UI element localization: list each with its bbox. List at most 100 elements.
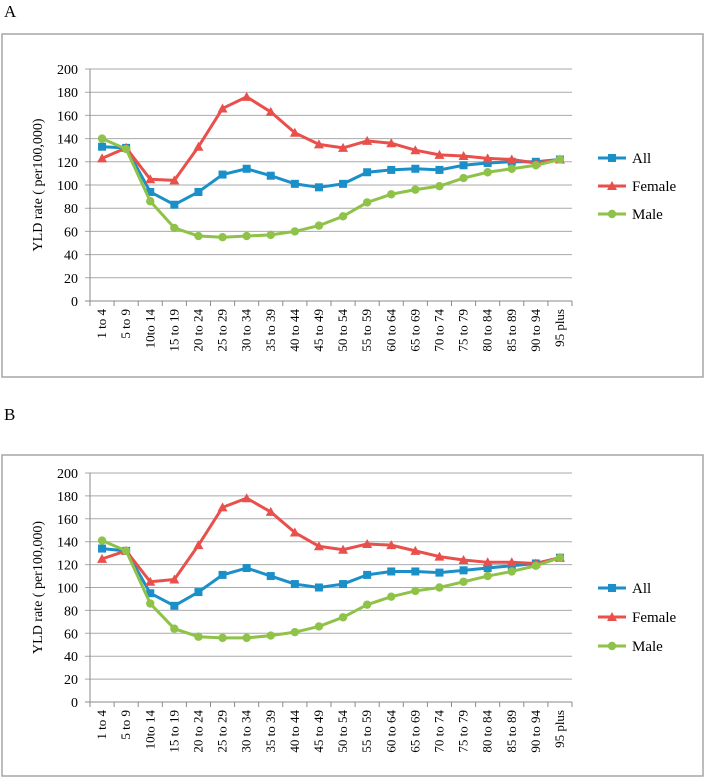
data-point-all — [387, 567, 396, 576]
x-tick-label: 85 to 89 — [504, 309, 519, 352]
x-tick-label: 5 to 9 — [118, 710, 133, 740]
x-tick-label: 10to 14 — [142, 309, 157, 349]
y-tick-label: 180 — [57, 490, 78, 505]
data-point-all — [459, 566, 468, 575]
data-point-male — [483, 571, 492, 581]
y-tick-label: 200 — [57, 63, 78, 78]
data-point-female — [482, 557, 493, 567]
legend-item-all: All — [598, 581, 651, 597]
x-tick-label: 40 to 44 — [287, 309, 302, 352]
data-point-all — [483, 564, 492, 573]
data-point-male — [435, 181, 444, 191]
x-tick-label: 20 to 24 — [190, 309, 205, 352]
data-point-all — [194, 187, 203, 196]
data-point-male — [218, 233, 227, 242]
data-point-male — [338, 613, 348, 622]
y-tick-label: 160 — [57, 109, 78, 124]
x-tick-label: 75 to 79 — [456, 309, 471, 352]
data-point-female — [145, 576, 156, 586]
data-point-male — [266, 631, 275, 640]
data-point-all — [339, 580, 348, 589]
data-point-female — [458, 151, 469, 160]
data-point-male — [338, 212, 348, 221]
data-point-male — [531, 161, 541, 170]
data-point-all — [314, 583, 323, 592]
x-tick-label: 45 to 49 — [311, 309, 326, 352]
chart-a: 0 20 40 60 80 100 120 140 160 180 200 1 to 4 5 to 9 1… — [1, 33, 704, 378]
x-tick-label: 85 to 89 — [504, 710, 519, 753]
data-point-female — [386, 138, 397, 148]
data-point-male — [290, 627, 300, 637]
data-point-all — [459, 161, 468, 170]
legend-label: All — [632, 581, 651, 597]
chart-frame — [1, 33, 704, 378]
data-point-female — [193, 141, 204, 151]
data-point-male — [266, 230, 275, 240]
x-tick-label: 35 to 39 — [263, 710, 278, 753]
series-line-female — [101, 95, 561, 182]
data-point-male — [290, 227, 300, 236]
x-tick-label: 95 plus — [552, 710, 567, 748]
data-point-female — [338, 544, 349, 554]
data-point-all — [170, 200, 179, 209]
x-tick-label: 90 to 94 — [528, 710, 543, 753]
data-point-female — [217, 502, 228, 512]
x-tick-label: 30 to 34 — [239, 710, 254, 753]
series-female — [97, 493, 565, 586]
data-point-male — [483, 168, 492, 177]
data-point-female — [289, 127, 300, 137]
data-point-male — [194, 632, 203, 641]
data-point-female — [362, 538, 373, 548]
data-point-all — [435, 568, 444, 577]
x-tick-label: 70 to 74 — [431, 710, 446, 753]
data-point-male — [242, 633, 251, 643]
y-tick-label: 40 — [64, 650, 78, 665]
data-point-all — [242, 564, 251, 573]
data-point-all — [363, 168, 372, 177]
data-point-male — [362, 198, 372, 207]
y-tick-label: 160 — [57, 513, 78, 528]
x-tick-label: 1 to 4 — [94, 710, 109, 740]
data-point-female — [506, 557, 517, 567]
y-tick-label: 80 — [64, 202, 78, 217]
x-tick-label: 20 to 24 — [190, 710, 205, 753]
legend-item-all: All — [598, 151, 651, 167]
data-point-female — [386, 540, 397, 550]
data-point-all — [387, 165, 396, 174]
x-tick-label: 95 plus — [552, 309, 567, 347]
series-male — [97, 134, 565, 242]
data-point-male — [555, 553, 565, 562]
y-tick-label: 200 — [57, 467, 78, 482]
x-tick-label: 25 to 29 — [215, 710, 230, 753]
data-point-all — [339, 179, 348, 188]
data-point-male — [97, 536, 107, 545]
y-tick-label: 60 — [64, 225, 78, 240]
data-point-male — [435, 583, 444, 592]
data-point-all — [98, 142, 107, 151]
y-tick-label: 20 — [64, 673, 78, 688]
legend-item-male: Male — [598, 207, 663, 223]
data-point-all — [435, 165, 444, 174]
data-point-all — [170, 601, 179, 610]
y-tick-label: 100 — [57, 582, 78, 597]
data-point-female — [241, 493, 252, 503]
data-point-male — [194, 231, 203, 241]
legend-marker — [608, 584, 616, 592]
y-tick-label: 0 — [71, 295, 78, 310]
legend-label: Female — [632, 610, 676, 626]
data-point-male — [121, 546, 131, 556]
x-tick-label: 80 to 84 — [480, 710, 495, 753]
y-tick-label: 120 — [57, 156, 78, 171]
data-point-female — [506, 154, 517, 164]
data-point-female — [289, 527, 300, 537]
series-line-all — [101, 145, 561, 207]
data-point-female — [193, 540, 204, 550]
data-point-all — [98, 544, 107, 553]
data-point-all — [218, 170, 227, 179]
x-tick-label: 65 to 69 — [407, 309, 422, 352]
data-point-male — [507, 567, 516, 576]
x-tick-label: 55 to 59 — [359, 710, 374, 753]
data-point-all — [146, 187, 155, 196]
data-point-male — [362, 600, 372, 609]
legend-marker — [608, 154, 616, 162]
